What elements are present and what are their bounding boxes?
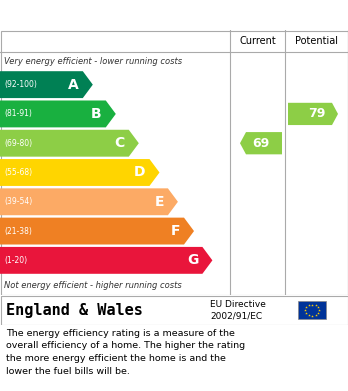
Text: (21-38): (21-38) — [4, 226, 32, 235]
Text: (55-68): (55-68) — [4, 168, 32, 177]
Text: B: B — [91, 107, 102, 121]
Text: Not energy efficient - higher running costs: Not energy efficient - higher running co… — [4, 280, 182, 289]
Polygon shape — [0, 71, 93, 98]
Text: England & Wales: England & Wales — [6, 303, 143, 317]
Polygon shape — [0, 130, 139, 157]
Polygon shape — [0, 247, 212, 274]
Text: The energy efficiency rating is a measure of the
overall efficiency of a home. T: The energy efficiency rating is a measur… — [6, 329, 245, 375]
Text: (69-80): (69-80) — [4, 139, 32, 148]
Polygon shape — [0, 100, 116, 127]
FancyBboxPatch shape — [298, 301, 326, 319]
Text: (92-100): (92-100) — [4, 80, 37, 89]
Polygon shape — [240, 132, 282, 154]
Text: (39-54): (39-54) — [4, 197, 32, 206]
Polygon shape — [0, 218, 194, 244]
Text: Very energy efficient - lower running costs: Very energy efficient - lower running co… — [4, 57, 182, 66]
Text: A: A — [68, 78, 79, 91]
Text: Energy Efficiency Rating: Energy Efficiency Rating — [9, 6, 238, 24]
Text: E: E — [155, 195, 164, 209]
Polygon shape — [0, 159, 159, 186]
Text: C: C — [114, 136, 125, 150]
Polygon shape — [288, 103, 338, 125]
Text: F: F — [171, 224, 180, 238]
Text: Current: Current — [239, 36, 276, 46]
Text: (1-20): (1-20) — [4, 256, 27, 265]
Text: (81-91): (81-91) — [4, 109, 32, 118]
Text: EU Directive
2002/91/EC: EU Directive 2002/91/EC — [210, 300, 266, 320]
Text: 79: 79 — [308, 108, 325, 120]
Text: 69: 69 — [252, 137, 269, 150]
Polygon shape — [0, 188, 178, 215]
Text: Potential: Potential — [295, 36, 338, 46]
Text: G: G — [187, 253, 198, 267]
Text: D: D — [134, 165, 145, 179]
